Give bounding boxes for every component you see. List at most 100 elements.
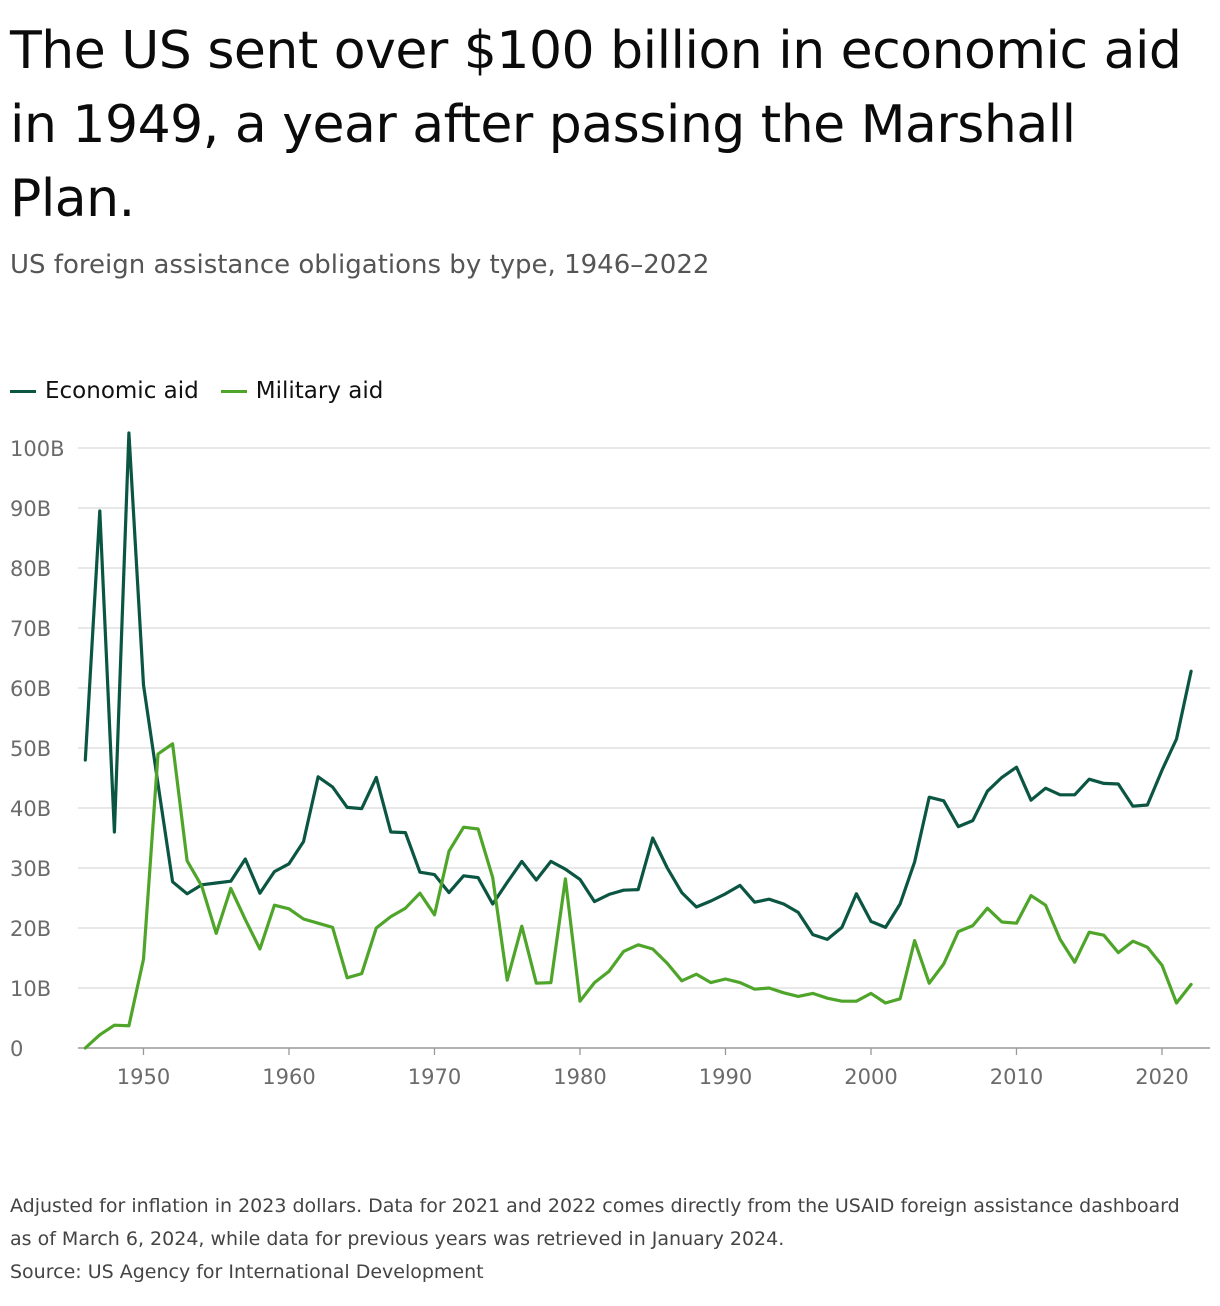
data-point <box>1012 918 1022 928</box>
data-point <box>139 954 149 964</box>
x-tick-label: 1970 <box>408 1065 461 1089</box>
data-point <box>415 867 425 877</box>
data-point <box>706 896 716 906</box>
x-tick-label: 1950 <box>117 1065 170 1089</box>
data-point <box>953 927 963 937</box>
data-point <box>1186 979 1196 989</box>
legend-item-military: Military aid <box>220 378 383 404</box>
data-point <box>415 888 425 898</box>
data-point <box>953 822 963 832</box>
data-point <box>430 870 440 880</box>
data-point <box>735 978 745 988</box>
data-point <box>575 874 585 884</box>
data-point <box>80 755 90 765</box>
data-point <box>982 903 992 913</box>
data-point <box>1055 790 1065 800</box>
data-point <box>1142 800 1152 810</box>
data-point <box>95 506 105 516</box>
data-point <box>1157 765 1167 775</box>
source-note: Source: US Agency for International Deve… <box>10 1261 484 1283</box>
y-tick-label: 70B <box>10 617 51 641</box>
data-point <box>648 944 658 954</box>
data-point <box>779 899 789 909</box>
data-point <box>997 772 1007 782</box>
data-point <box>1157 960 1167 970</box>
data-point <box>1026 795 1036 805</box>
data-point <box>342 973 352 983</box>
y-tick-label: 40B <box>10 797 51 821</box>
data-point <box>982 786 992 796</box>
data-point <box>677 888 687 898</box>
footnote: Adjusted for inflation in 2023 dollars. … <box>10 1195 1180 1250</box>
legend-item-economic: Economic aid <box>10 378 199 404</box>
data-point <box>168 739 178 749</box>
line-chart: 0 10B 20B 30B 40B 50B 60B 70B 80B 90B 100B 1950 196… <box>10 428 1210 1089</box>
data-point <box>444 846 454 856</box>
data-point <box>153 749 163 759</box>
data-point <box>735 880 745 890</box>
data-point <box>1128 801 1138 811</box>
data-point <box>1142 942 1152 952</box>
data-point <box>851 996 861 1006</box>
data-point <box>328 922 338 932</box>
y-tick-label: 50B <box>10 737 51 761</box>
x-axis-ticks: 1950 1960 1970 1980 1990 2000 2010 2020 <box>117 1048 1189 1089</box>
data-point <box>342 802 352 812</box>
x-tick-label: 1980 <box>553 1065 606 1089</box>
data-point <box>1113 779 1123 789</box>
data-point <box>284 904 294 914</box>
data-point <box>430 910 440 920</box>
data-point <box>895 994 905 1004</box>
data-point <box>517 856 527 866</box>
data-point <box>328 782 338 792</box>
data-point <box>1113 948 1123 958</box>
data-point <box>721 974 731 984</box>
data-point <box>764 983 774 993</box>
series-lines <box>80 428 1196 1050</box>
data-point <box>182 889 192 899</box>
data-point <box>124 428 134 438</box>
y-tick-label: 20B <box>10 917 51 941</box>
data-point <box>633 940 643 950</box>
data-point <box>211 878 221 888</box>
data-point <box>1128 936 1138 946</box>
data-point <box>560 864 570 874</box>
legend-label-economic: Economic aid <box>45 378 199 404</box>
data-point <box>677 976 687 986</box>
data-point <box>939 796 949 806</box>
data-point <box>139 680 149 690</box>
chart-subtitle: US foreign assistance obligations by typ… <box>10 250 710 280</box>
data-point <box>939 959 949 969</box>
data-point <box>1041 900 1051 910</box>
data-point <box>444 888 454 898</box>
data-point <box>255 888 265 898</box>
data-point <box>226 883 236 893</box>
y-tick-label: 30B <box>10 857 51 881</box>
data-point <box>968 921 978 931</box>
data-point <box>895 899 905 909</box>
data-point <box>182 856 192 866</box>
data-point <box>691 902 701 912</box>
data-point <box>386 827 396 837</box>
legend-swatch-economic <box>10 389 36 393</box>
data-point <box>400 828 410 838</box>
gridlines <box>78 447 1210 1049</box>
data-point <box>357 804 367 814</box>
x-tick-label: 2010 <box>990 1065 1043 1089</box>
data-point <box>1070 957 1080 967</box>
data-point <box>299 914 309 924</box>
data-point <box>619 946 629 956</box>
data-point <box>371 772 381 782</box>
y-tick-label: 100B <box>10 437 65 461</box>
x-tick-label: 1990 <box>699 1065 752 1089</box>
data-point <box>1186 666 1196 676</box>
data-point <box>488 873 498 883</box>
data-point <box>109 1020 119 1030</box>
data-point <box>691 969 701 979</box>
data-point <box>604 966 614 976</box>
data-point <box>851 889 861 899</box>
data-point <box>1026 891 1036 901</box>
data-point <box>619 885 629 895</box>
data-point <box>1172 998 1182 1008</box>
data-point <box>95 1030 105 1040</box>
